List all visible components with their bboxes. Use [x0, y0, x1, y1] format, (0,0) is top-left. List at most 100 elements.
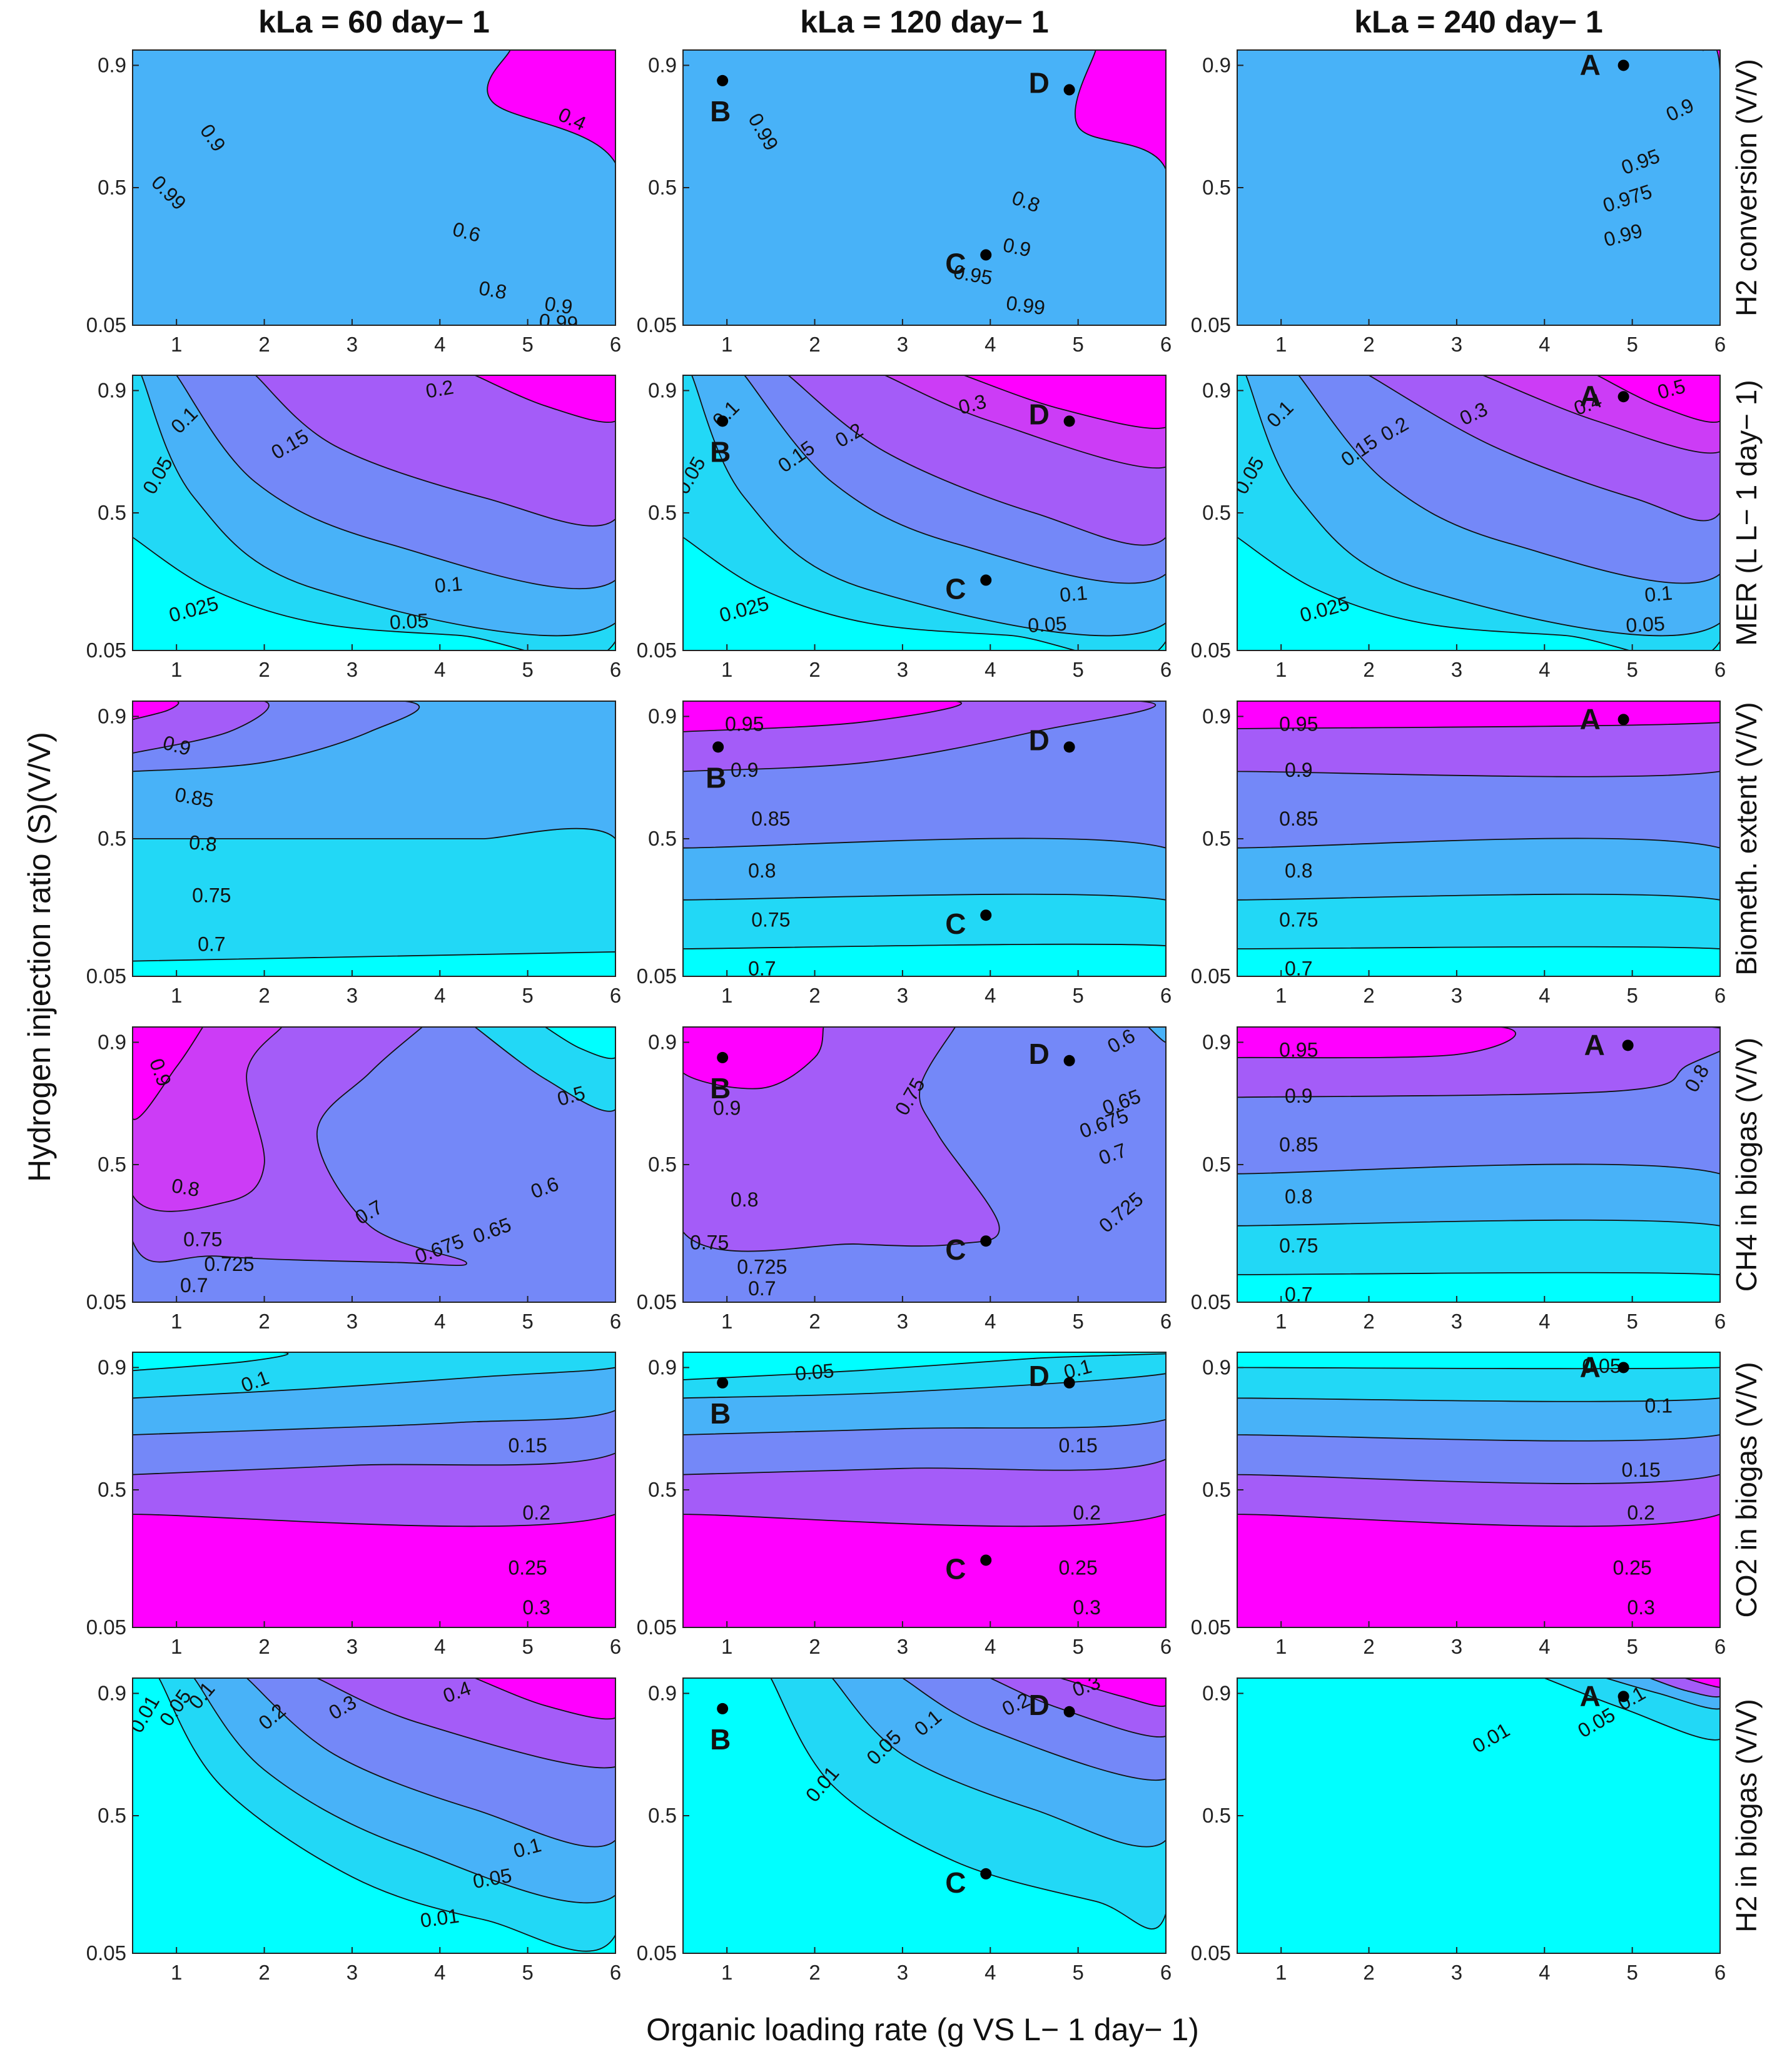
x-tick-label: 6: [610, 1635, 621, 1658]
contour-label: 0.05: [1582, 1355, 1621, 1377]
contour-band: [1237, 701, 1720, 729]
y-tick-label: 0.05: [1191, 639, 1231, 662]
operating-point-marker: [1617, 714, 1629, 726]
x-tick-label: 2: [809, 984, 820, 1007]
operating-point-marker: [717, 1051, 729, 1063]
contour-fill-area: 0.10.150.20.250.3: [133, 1352, 615, 1627]
y-tick-label: 0.9: [648, 1030, 677, 1053]
contour-band: [1237, 1352, 1720, 1370]
x-tick-label: 3: [347, 1961, 358, 1984]
operating-point-label: D: [1029, 398, 1050, 430]
contour-label: 0.85: [751, 807, 790, 830]
contour-band: [683, 1352, 1166, 1380]
x-tick-label: 5: [522, 1635, 533, 1658]
x-tick-label: 6: [1160, 984, 1172, 1007]
contour-label: 0.05: [1626, 612, 1666, 637]
contour-band: [133, 50, 615, 325]
operating-point-label: D: [1029, 1689, 1050, 1721]
contour-label: 0.8: [170, 1174, 201, 1201]
row-label: CO2 in biogas (V/V): [1730, 1362, 1763, 1617]
operating-point-label: B: [710, 1397, 731, 1430]
contour-label: 0.3: [1627, 1596, 1654, 1619]
column-title: kLa = 120 day− 1: [800, 4, 1049, 39]
y-tick-label: 0.5: [648, 176, 677, 199]
y-tick-label: 0.5: [1202, 1804, 1231, 1827]
contour-label: 0.1: [1645, 1394, 1673, 1417]
x-tick-label: 3: [897, 658, 908, 681]
x-tick-label: 5: [1626, 1635, 1638, 1658]
x-tick-label: 4: [1539, 984, 1550, 1007]
operating-point-marker: [980, 1554, 992, 1566]
x-tick-label: 1: [171, 1310, 182, 1333]
contour-label: 0.25: [1612, 1557, 1651, 1579]
x-tick-label: 5: [1072, 333, 1083, 356]
x-tick-label: 1: [1275, 1635, 1287, 1658]
contour-label: 0.25: [1058, 1557, 1097, 1579]
y-tick-label: 0.5: [1202, 1153, 1231, 1176]
x-tick-label: 2: [809, 1310, 820, 1333]
x-tick-label: 2: [809, 333, 820, 356]
x-tick-label: 4: [434, 1310, 445, 1333]
contour-fill-area: 0.95 0.9 0.85 0.8 0.75 0.7 A: [1237, 701, 1720, 976]
contour-label: 0.9: [713, 1096, 741, 1119]
x-tick-label: 2: [1363, 984, 1374, 1007]
contour-fill-area: 0.05 0.1 0.15 0.2 0.25 0.3 A: [1237, 1350, 1720, 1627]
x-tick-label: 3: [897, 1310, 908, 1333]
y-tick-label: 0.5: [98, 827, 126, 850]
x-tick-label: 5: [1626, 984, 1638, 1007]
contour-label: 0.75: [1279, 1234, 1318, 1257]
y-tick-label: 0.9: [98, 704, 126, 727]
contour-band: [963, 375, 1166, 429]
contour-band: [255, 375, 615, 527]
operating-point-label: B: [710, 95, 731, 128]
y-tick-label: 0.05: [637, 964, 677, 988]
x-tick-label: 4: [1539, 1961, 1550, 1984]
contour-panel: 0.95 0.9 0.85 0.8 0.75 0.7 A 1 2 3 4 5 6 0.05 0.5 0.9: [1191, 701, 1726, 1007]
operating-point-label: A: [1580, 1350, 1601, 1383]
y-tick-label: 0.05: [86, 964, 126, 988]
x-tick-label: 2: [1363, 1961, 1374, 1984]
x-tick-label: 3: [897, 1961, 908, 1984]
operating-point-marker: [717, 1377, 729, 1389]
x-tick-label: 2: [258, 984, 270, 1007]
contour-label: 0.05: [794, 1359, 835, 1385]
contour-fill-area: 0.990.90.40.60.80.90.99: [133, 50, 615, 325]
y-tick-label: 0.5: [98, 1478, 126, 1501]
operating-point-label: A: [1580, 48, 1601, 81]
contour-label: 0.85: [1279, 1133, 1318, 1156]
x-tick-label: 4: [434, 658, 445, 681]
y-tick-label: 0.05: [1191, 313, 1231, 336]
x-tick-label: 3: [347, 658, 358, 681]
x-tick-label: 6: [1160, 1310, 1172, 1333]
y-tick-label: 0.9: [1202, 378, 1231, 402]
x-tick-label: 1: [171, 1961, 182, 1984]
contour-band: [1237, 1027, 1516, 1059]
contour-background: [1237, 1678, 1720, 1953]
contour-label: 0.15: [508, 1434, 547, 1457]
x-tick-label: 3: [347, 1635, 358, 1658]
x-tick-label: 4: [434, 333, 445, 356]
operating-point-marker: [1617, 1362, 1629, 1374]
x-tick-label: 5: [1072, 658, 1083, 681]
x-tick-label: 6: [1714, 984, 1726, 1007]
x-tick-label: 5: [522, 1961, 533, 1984]
operating-point-label: D: [1029, 724, 1050, 756]
operating-point-marker: [980, 1868, 992, 1879]
x-tick-label: 5: [1626, 1310, 1638, 1333]
y-tick-label: 0.9: [98, 53, 126, 76]
contour-label: 0.75: [1279, 908, 1318, 931]
y-tick-label: 0.05: [637, 1616, 677, 1639]
contour-panel: 0.10.150.20.250.31 2 3 4 5 60.050.50.9: [86, 1352, 621, 1658]
operating-point-label: D: [1029, 1038, 1050, 1070]
x-tick-label: 1: [171, 1635, 182, 1658]
operating-point-marker: [980, 1235, 992, 1247]
contour-label: 0.01: [419, 1905, 461, 1932]
y-tick-label: 0.5: [1202, 501, 1231, 524]
contour-label: 0.9: [731, 759, 758, 781]
x-tick-label: 1: [1275, 984, 1287, 1007]
contour-band: [133, 827, 615, 976]
contour-panel: 0.010.050.10.2 0.3 0.40.10.050.01 1 2 3 4 5 6 0.0…: [86, 1677, 621, 1984]
row-label: H2 conversion (V/V): [1730, 59, 1763, 316]
